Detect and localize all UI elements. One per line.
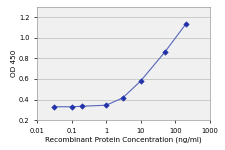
X-axis label: Recombinant Protein Concentration (ng/ml): Recombinant Protein Concentration (ng/ml… <box>45 136 202 143</box>
Y-axis label: OD 450: OD 450 <box>11 50 18 77</box>
